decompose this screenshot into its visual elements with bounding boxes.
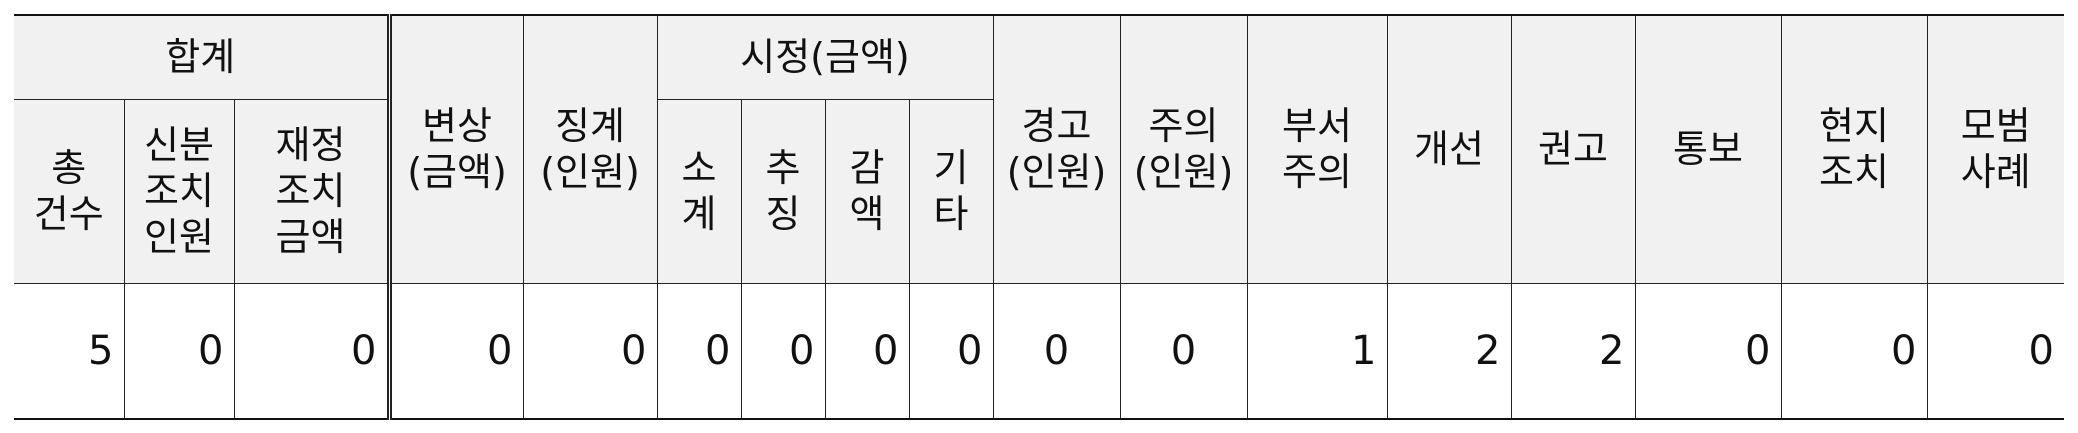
- header-status-action: 신분 조치 인원: [123, 98, 235, 284]
- table-row: 5 0 0 0 0 0 0 0 0 0 0 1 2 2 0 0 0: [14, 282, 2064, 419]
- header-total-count: 총 건수: [14, 98, 125, 284]
- cell-notice: 0: [1634, 282, 1782, 419]
- audit-result-table: 합계 변상 (금액) 징계 (인원) 시정(금액) 경고 (인원) 주의 (인원) 부서…: [14, 14, 2064, 420]
- header-finance-action: 재정 조치 금액: [233, 98, 390, 284]
- header-recommendation: 권고: [1510, 14, 1636, 284]
- cell-total-count: 5: [14, 282, 125, 419]
- header-onsite-action: 현지 조치: [1780, 14, 1928, 284]
- cell-subtotal: 0: [656, 282, 742, 419]
- header-notice: 통보: [1634, 14, 1782, 284]
- cell-recommendation: 2: [1510, 282, 1636, 419]
- cell-caution: 0: [1119, 282, 1248, 419]
- header-warning: 경고 (인원): [992, 14, 1121, 284]
- cell-other: 0: [908, 282, 994, 419]
- header-best-practice: 모범 사례: [1926, 14, 2064, 284]
- cell-compensation: 0: [386, 282, 524, 419]
- header-row-1: 합계 변상 (금액) 징계 (인원) 시정(금액) 경고 (인원) 주의 (인원) 부서…: [14, 14, 2064, 284]
- cell-recovery: 0: [740, 282, 826, 419]
- group-header-total: 합계: [14, 14, 390, 100]
- cell-reduction: 0: [824, 282, 910, 419]
- header-improvement: 개선: [1386, 14, 1512, 284]
- cell-discipline: 0: [522, 282, 658, 419]
- header-dept-caution: 부서 주의: [1246, 14, 1388, 284]
- cell-dept-caution: 1: [1246, 282, 1388, 419]
- cell-improvement: 2: [1386, 282, 1512, 419]
- cell-onsite-action: 0: [1780, 282, 1928, 419]
- cell-finance-action: 0: [233, 282, 390, 419]
- group-header-correction: 시정(금액): [656, 14, 994, 100]
- cell-best-practice: 0: [1926, 282, 2064, 419]
- audit-result-table-container: 합계 변상 (금액) 징계 (인원) 시정(금액) 경고 (인원) 주의 (인원) 부서…: [14, 14, 2064, 420]
- header-caution: 주의 (인원): [1119, 14, 1248, 284]
- header-discipline: 징계 (인원): [522, 14, 658, 284]
- cell-status-action: 0: [123, 282, 235, 419]
- header-compensation: 변상 (금액): [386, 14, 524, 284]
- cell-warning: 0: [992, 282, 1121, 419]
